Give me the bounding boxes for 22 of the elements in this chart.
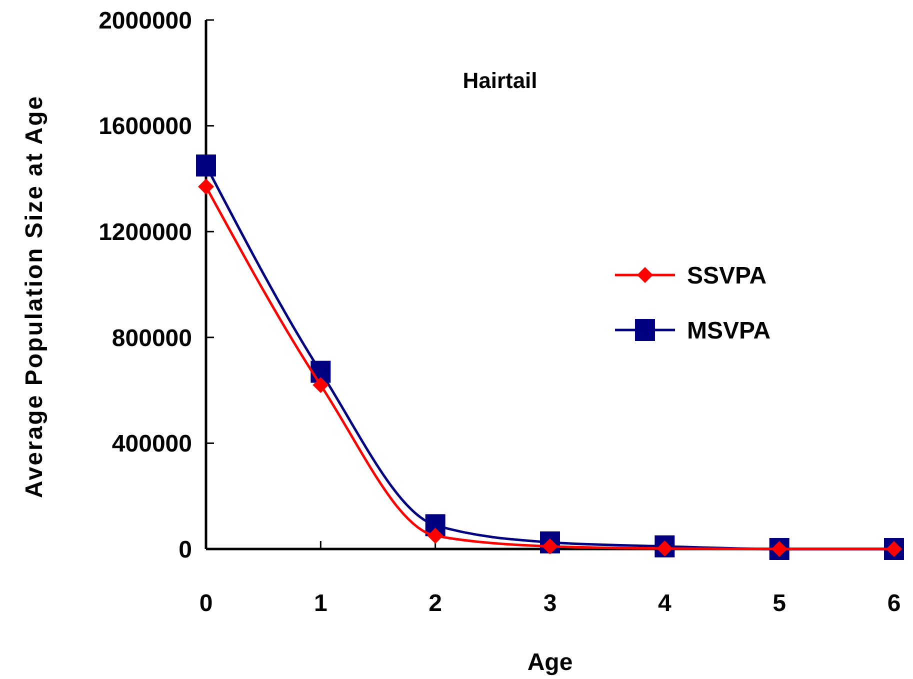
legend-label: MSVPA [687, 317, 771, 344]
y-tick-label: 1200000 [98, 219, 192, 246]
y-tick-label: 2000000 [98, 7, 192, 34]
x-tick-label: 5 [772, 590, 786, 617]
x-tick-label: 4 [658, 590, 672, 617]
x-tick-label: 2 [428, 590, 442, 617]
legend-label: SSVPA [687, 262, 767, 290]
x-tick-label: 1 [314, 590, 328, 617]
point [196, 154, 216, 176]
y-tick-label: 1600000 [98, 113, 192, 140]
x-tick-label: 6 [887, 590, 901, 617]
point [312, 377, 329, 394]
x-tick-label: 0 [199, 590, 213, 617]
x-tick-label: 3 [543, 590, 557, 617]
point [427, 528, 444, 544]
y-tick-label: 400000 [112, 430, 192, 458]
y-tick-label: 800000 [112, 324, 192, 352]
y-tick-label: 0 [178, 536, 192, 564]
point [198, 178, 214, 195]
x-axis-title: Age [527, 649, 573, 676]
y-axis-title: Average Population Size at Age [21, 94, 48, 498]
text: Hairtail [462, 68, 538, 93]
